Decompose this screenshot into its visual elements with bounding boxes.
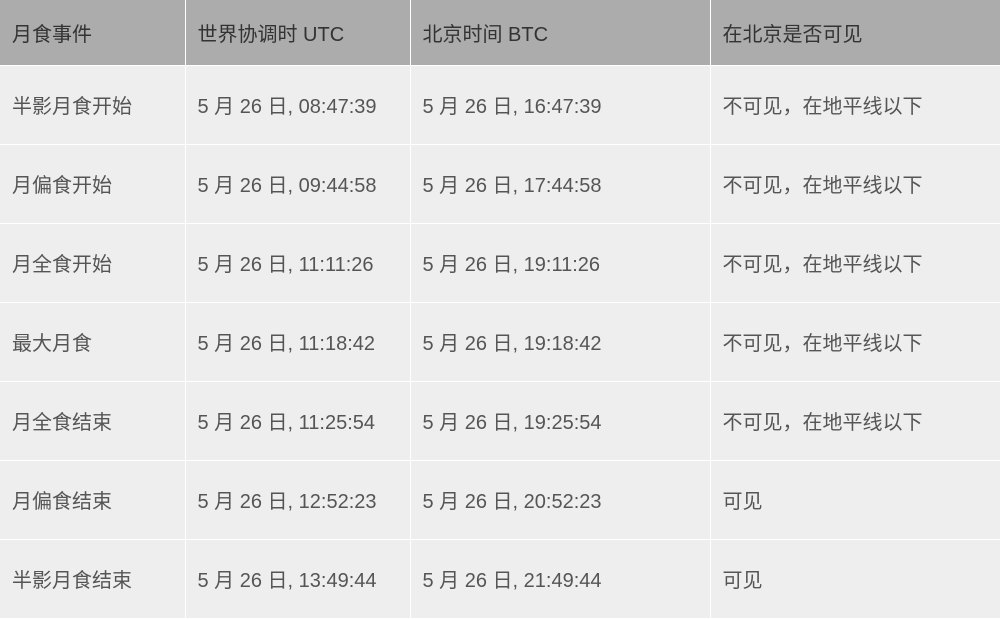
cell-visible: 不可见，在地平线以下: [710, 65, 1000, 144]
cell-visible: 可见: [710, 460, 1000, 539]
cell-visible: 可见: [710, 539, 1000, 618]
col-header-event: 月食事件: [0, 0, 185, 65]
cell-btc: 5 月 26 日, 19:18:42: [410, 302, 710, 381]
cell-btc: 5 月 26 日, 19:11:26: [410, 223, 710, 302]
cell-btc: 5 月 26 日, 19:25:54: [410, 381, 710, 460]
table-header-row: 月食事件 世界协调时 UTC 北京时间 BTC 在北京是否可见: [0, 0, 1000, 65]
cell-utc: 5 月 26 日, 08:47:39: [185, 65, 410, 144]
cell-event: 月偏食开始: [0, 144, 185, 223]
cell-btc: 5 月 26 日, 16:47:39: [410, 65, 710, 144]
cell-event: 最大月食: [0, 302, 185, 381]
col-header-btc: 北京时间 BTC: [410, 0, 710, 65]
cell-utc: 5 月 26 日, 11:11:26: [185, 223, 410, 302]
cell-visible: 不可见，在地平线以下: [710, 381, 1000, 460]
cell-utc: 5 月 26 日, 13:49:44: [185, 539, 410, 618]
cell-utc: 5 月 26 日, 11:18:42: [185, 302, 410, 381]
cell-event: 半影月食结束: [0, 539, 185, 618]
table-row: 半影月食结束 5 月 26 日, 13:49:44 5 月 26 日, 21:4…: [0, 539, 1000, 618]
cell-btc: 5 月 26 日, 20:52:23: [410, 460, 710, 539]
cell-utc: 5 月 26 日, 09:44:58: [185, 144, 410, 223]
table-row: 月全食开始 5 月 26 日, 11:11:26 5 月 26 日, 19:11…: [0, 223, 1000, 302]
table-row: 月全食结束 5 月 26 日, 11:25:54 5 月 26 日, 19:25…: [0, 381, 1000, 460]
cell-event: 半影月食开始: [0, 65, 185, 144]
cell-utc: 5 月 26 日, 12:52:23: [185, 460, 410, 539]
cell-visible: 不可见，在地平线以下: [710, 302, 1000, 381]
cell-visible: 不可见，在地平线以下: [710, 144, 1000, 223]
eclipse-table: 月食事件 世界协调时 UTC 北京时间 BTC 在北京是否可见 半影月食开始 5…: [0, 0, 1000, 619]
cell-utc: 5 月 26 日, 11:25:54: [185, 381, 410, 460]
col-header-visible: 在北京是否可见: [710, 0, 1000, 65]
cell-event: 月全食开始: [0, 223, 185, 302]
cell-event: 月全食结束: [0, 381, 185, 460]
col-header-utc: 世界协调时 UTC: [185, 0, 410, 65]
table-row: 月偏食开始 5 月 26 日, 09:44:58 5 月 26 日, 17:44…: [0, 144, 1000, 223]
table-row: 半影月食开始 5 月 26 日, 08:47:39 5 月 26 日, 16:4…: [0, 65, 1000, 144]
cell-event: 月偏食结束: [0, 460, 185, 539]
cell-btc: 5 月 26 日, 17:44:58: [410, 144, 710, 223]
table-row: 最大月食 5 月 26 日, 11:18:42 5 月 26 日, 19:18:…: [0, 302, 1000, 381]
cell-visible: 不可见，在地平线以下: [710, 223, 1000, 302]
cell-btc: 5 月 26 日, 21:49:44: [410, 539, 710, 618]
table-row: 月偏食结束 5 月 26 日, 12:52:23 5 月 26 日, 20:52…: [0, 460, 1000, 539]
